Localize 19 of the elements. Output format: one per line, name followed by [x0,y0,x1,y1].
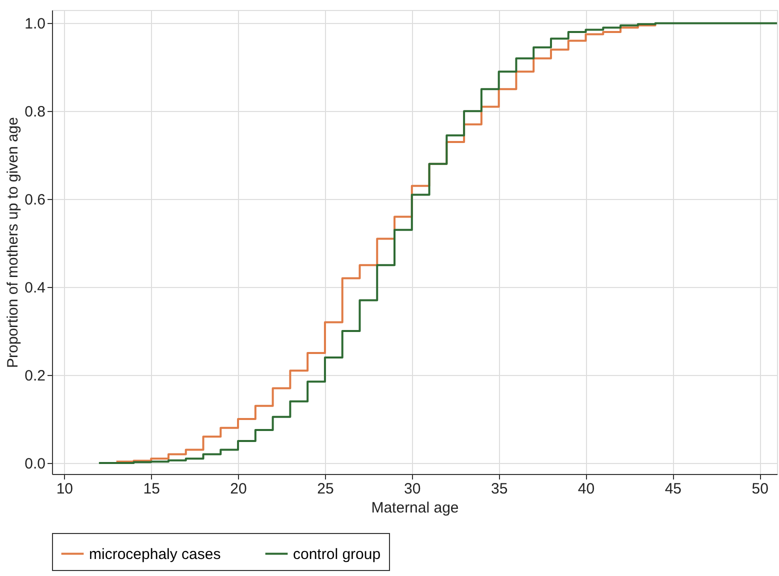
y-tick-label: 0.8 [24,104,46,121]
y-axis-title: Proportion of mothers up to given age [4,117,22,368]
y-tick-label: 0.0 [24,456,46,473]
x-tick-label: 20 [230,480,247,498]
y-tick-label: 0.2 [24,368,46,385]
x-tick-label: 40 [578,480,595,498]
x-tick-label: 35 [490,480,508,498]
legend-label: control group [293,546,381,563]
y-tick-label: 0.4 [24,280,46,297]
x-tick-label: 15 [143,480,160,498]
x-tick-label: 45 [664,480,682,498]
x-tick-label: 10 [56,480,74,498]
legend-label: microcephaly cases [89,546,221,563]
x-tick-label: 50 [752,480,768,498]
x-tick-label: 25 [317,480,334,498]
x-axis-title: Maternal age [371,500,459,516]
x-tick-label: 30 [404,480,421,498]
y-tick-label: 1.0 [24,16,46,33]
y-tick-label: 0.6 [24,192,46,209]
